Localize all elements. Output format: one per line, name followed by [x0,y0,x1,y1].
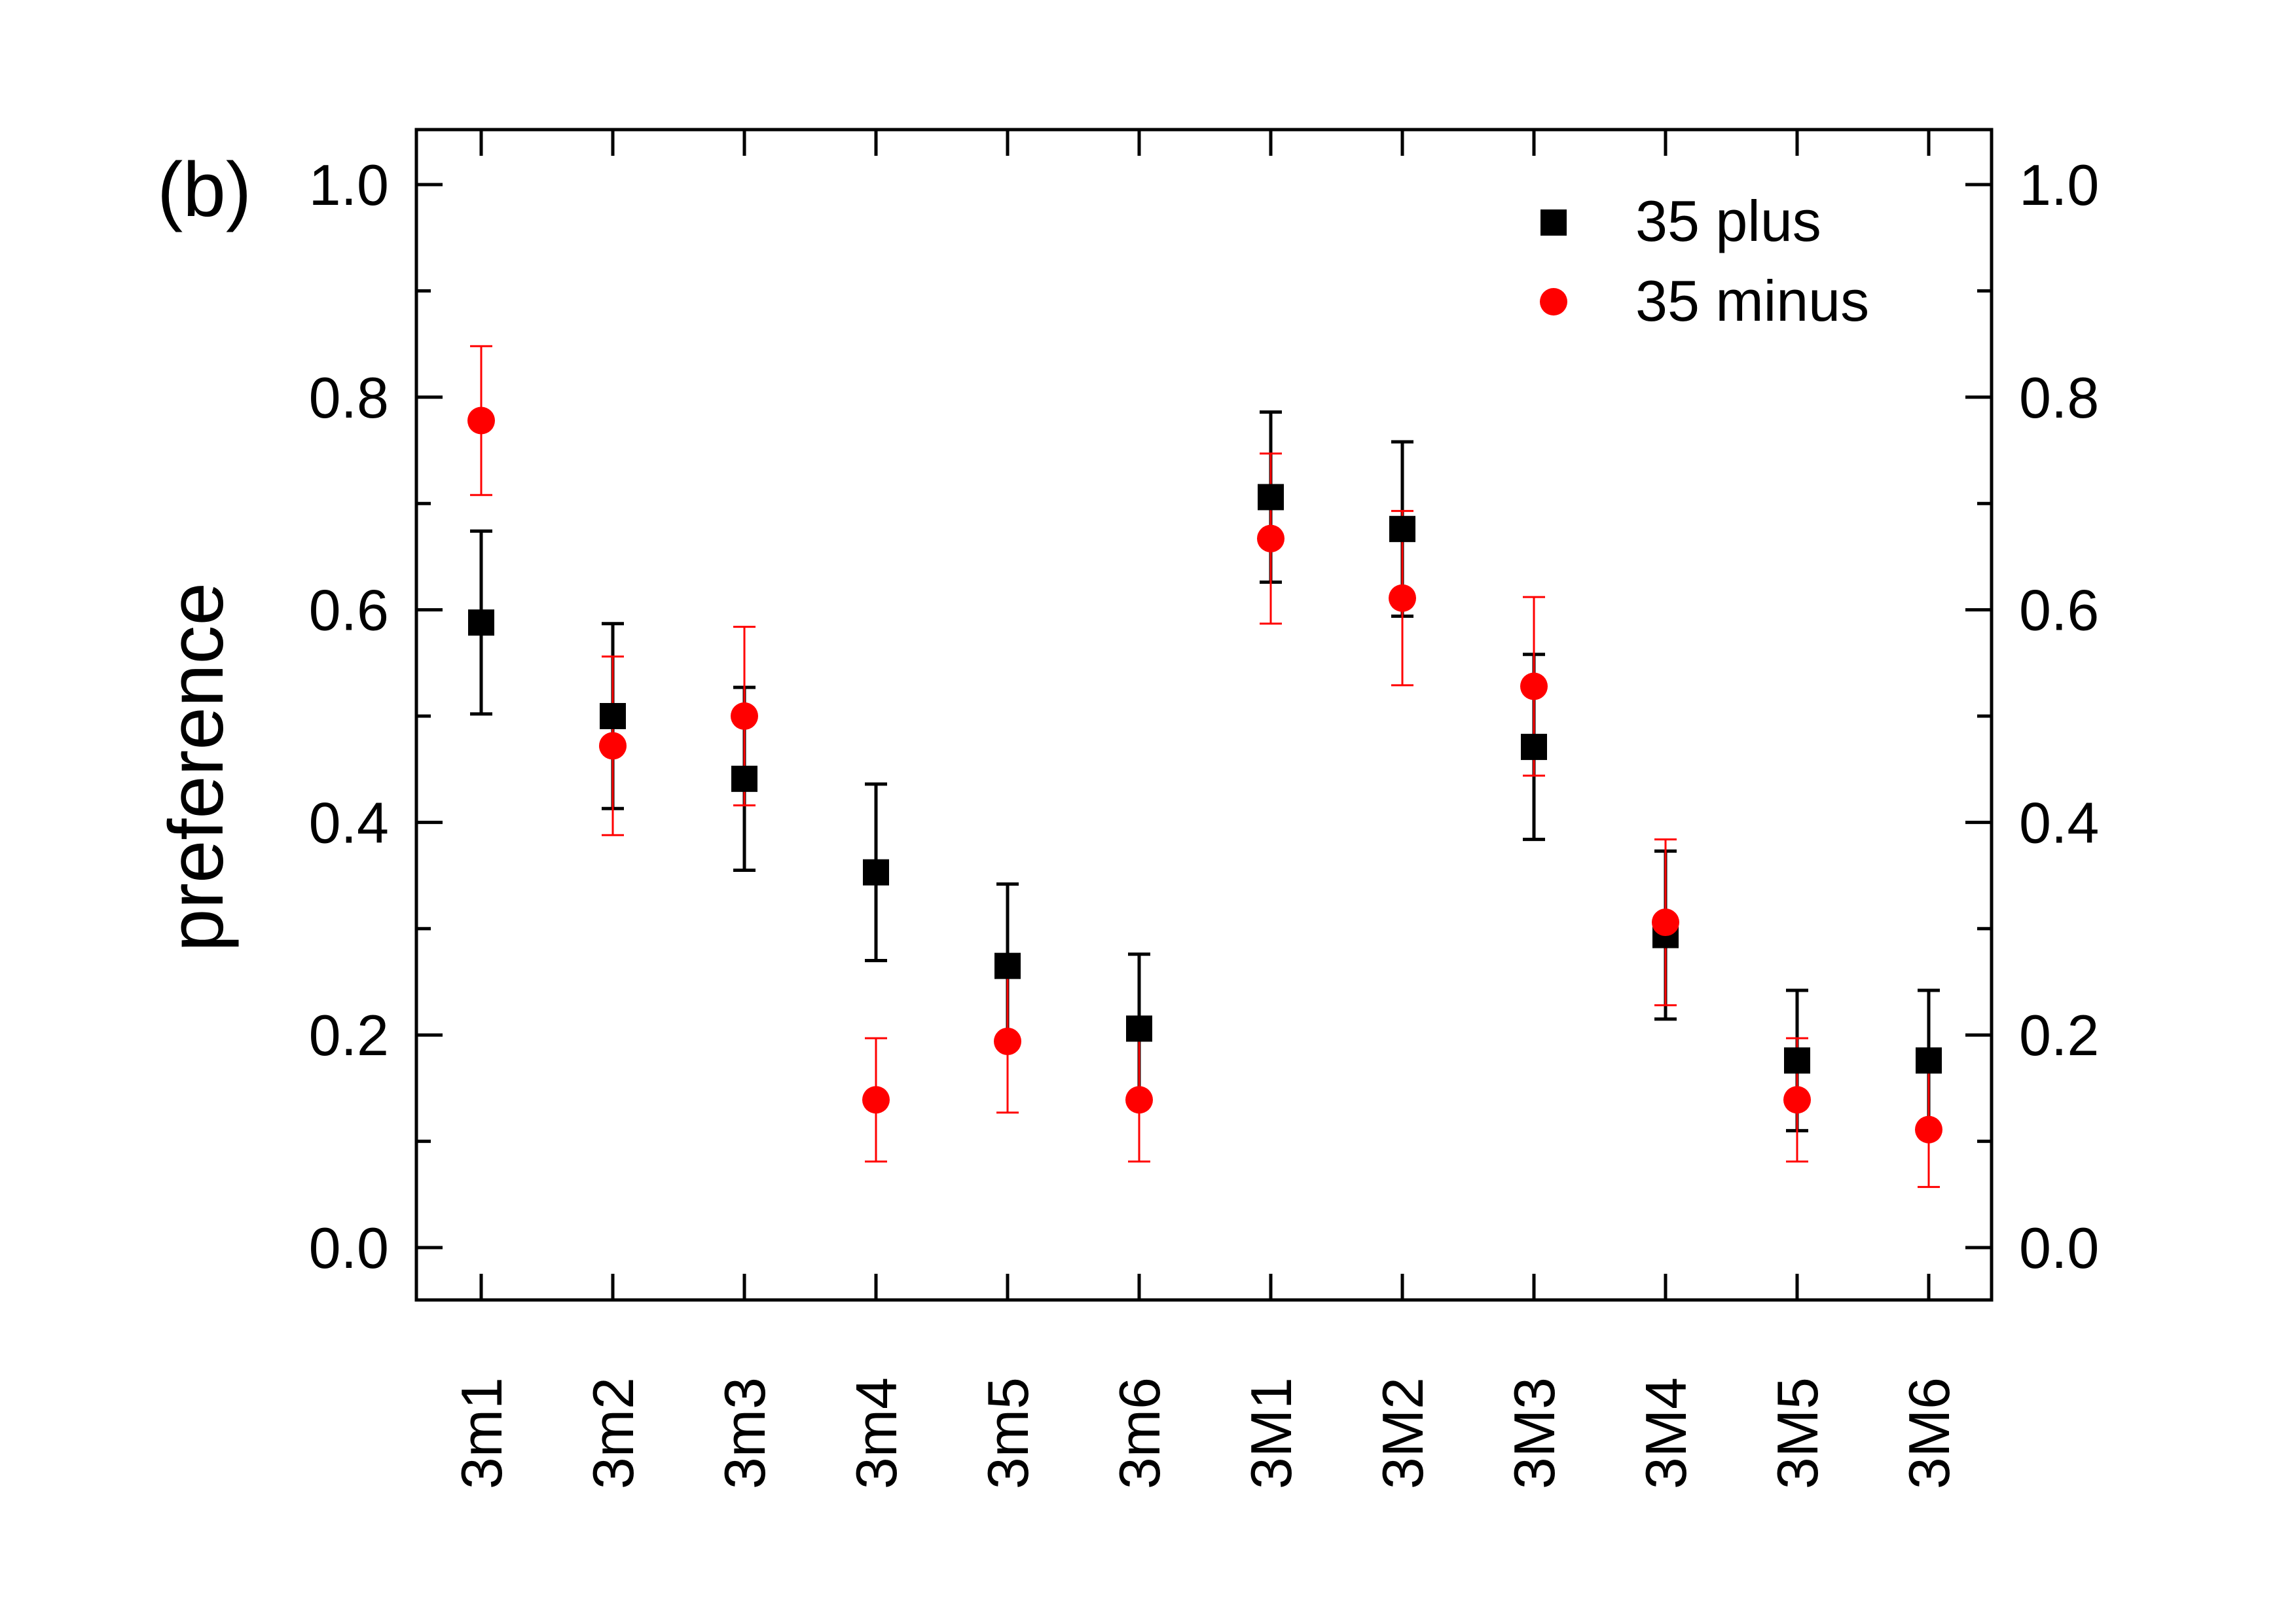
y-tick-label-right: 1.0 [2019,153,2099,217]
point-plus-3m5 [994,952,1021,979]
point-minus-3m2 [599,732,627,760]
y-tick-label-left: 0.4 [309,790,389,855]
y-tick-label-left: 0.6 [309,578,389,643]
legend-label-35-minus: 35 minus [1635,268,1869,333]
x-category-label-3m6: 3m6 [1107,1377,1172,1489]
axes-layer: 0.0 0.0 0.2 0.2 0.4 0.4 0.6 0.6 0.8 0.8 1.0 1.0 3m1 3… [309,130,2099,1489]
point-plus-3M2 [1389,516,1415,543]
point-minus-3m4 [862,1086,890,1114]
x-category-label-3M1: 3M1 [1239,1377,1303,1489]
point-minus-3M5 [1783,1086,1811,1114]
point-minus-3m1 [467,406,495,435]
y-tick-label-right: 0.0 [2019,1216,2099,1280]
point-plus-3m3 [731,765,757,792]
point-minus-3M3 [1520,672,1548,700]
x-category-label-3m2: 3m2 [581,1377,646,1489]
legend-label-35-plus: 35 plus [1635,189,1821,253]
x-category-label-3M6: 3M6 [1897,1377,1961,1489]
y-tick-label-left: 0.2 [309,1003,389,1068]
point-minus-3M4 [1652,909,1679,937]
point-minus-3M6 [1915,1115,1942,1144]
point-plus-3M1 [1258,484,1284,511]
point-plus-3m6 [1126,1015,1152,1042]
point-minus-3m6 [1125,1086,1153,1114]
legend: 35 plus 35 minus [1540,189,1869,333]
x-category-label-3M5: 3M5 [1765,1377,1830,1489]
x-category-label-3M3: 3M3 [1502,1377,1567,1489]
y-tick-label-left: 0.0 [309,1216,389,1280]
y-tick-label-right: 0.2 [2019,1003,2099,1068]
x-category-label-3M2: 3M2 [1370,1377,1435,1489]
x-category-label-3m4: 3m4 [844,1377,909,1489]
y-axis-title: preference [153,583,240,952]
x-category-label-3m1: 3m1 [449,1377,514,1489]
point-plus-3M3 [1521,734,1547,761]
y-tick-label-left: 0.8 [309,365,389,430]
x-category-label-3m5: 3m5 [975,1377,1040,1489]
y-tick-label-left: 1.0 [309,153,389,217]
point-plus-3M5 [1784,1047,1810,1074]
x-category-label-3m3: 3m3 [712,1377,777,1489]
point-plus-3m2 [600,703,626,729]
point-plus-3m1 [468,609,494,636]
x-category-label-3M4: 3M4 [1633,1377,1698,1489]
point-minus-3m5 [994,1027,1021,1055]
point-plus-3m4 [863,859,889,886]
series-layer [467,345,1942,1188]
point-minus-3M2 [1389,584,1416,612]
panel-label: (b) [157,147,251,233]
point-minus-3M1 [1257,524,1285,552]
legend-marker-35-plus [1540,209,1567,236]
point-plus-3M6 [1916,1047,1942,1074]
y-tick-label-right: 0.8 [2019,365,2099,430]
y-tick-label-right: 0.4 [2019,790,2099,855]
y-tick-label-right: 0.6 [2019,578,2099,643]
point-minus-3m3 [731,702,758,730]
legend-marker-35-minus [1540,288,1567,315]
